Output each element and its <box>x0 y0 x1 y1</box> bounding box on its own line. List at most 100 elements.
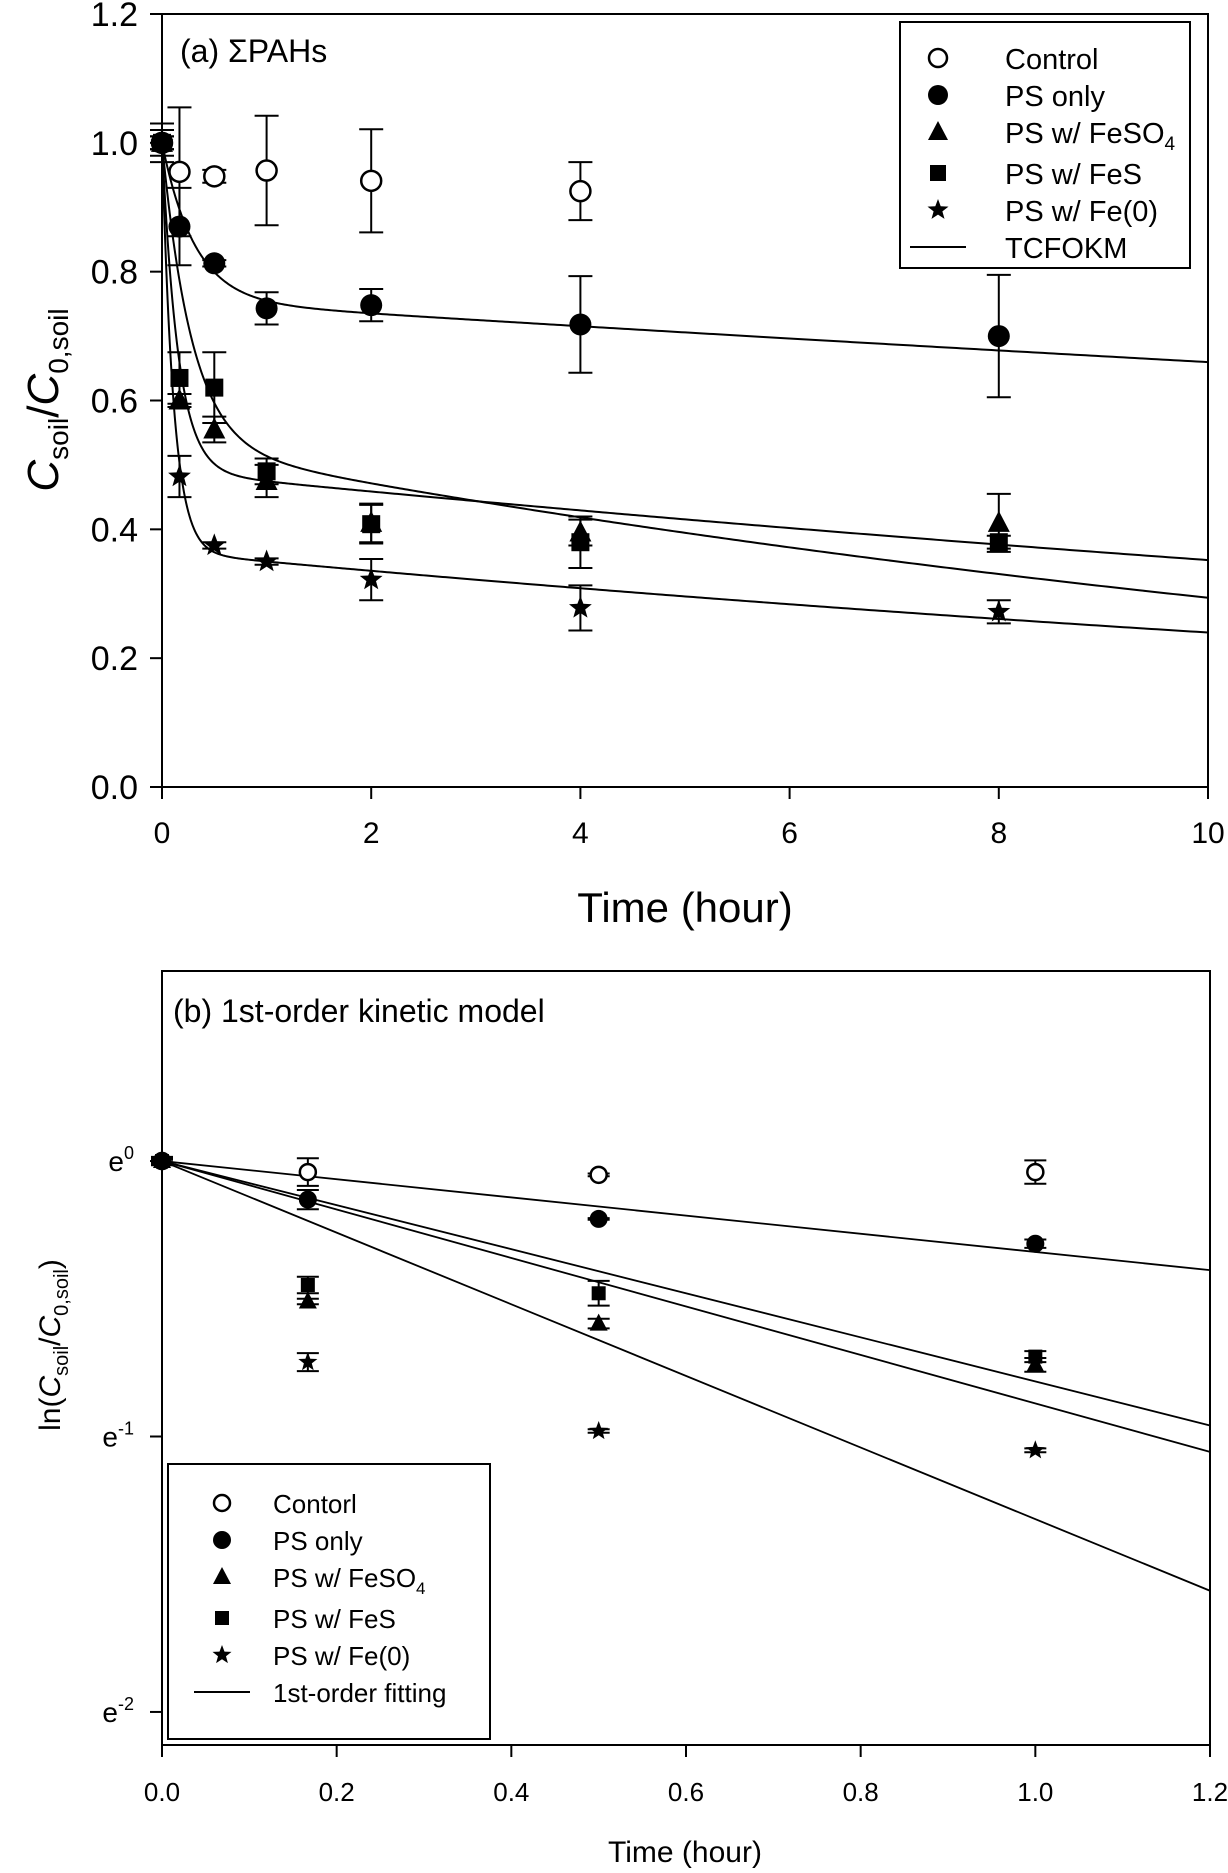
legend-marker-star <box>927 199 949 219</box>
legend-label: PS only <box>273 1526 363 1556</box>
series-ps-w-fe-0- <box>150 130 1011 632</box>
x-tick-label: 0.4 <box>493 1777 529 1807</box>
data-point <box>589 1209 608 1228</box>
tick-base: e <box>102 1697 118 1728</box>
series-ps-only <box>150 128 1011 399</box>
data-point <box>1026 1162 1045 1182</box>
data-point <box>170 368 189 387</box>
legend-marker-filled-circle <box>928 85 948 105</box>
y-tick-label: 0.0 <box>91 769 138 807</box>
data-point <box>360 294 383 317</box>
fit-lines <box>161 1160 1211 1592</box>
data-point <box>203 252 226 275</box>
y-axis-label: ln(Csoil/C0,soil) <box>34 1259 73 1431</box>
y-tick-label: 0.4 <box>91 511 138 549</box>
legend-box <box>899 21 1191 269</box>
data-point <box>298 1162 318 1182</box>
y-tick-label: e-2 <box>102 1694 134 1728</box>
x-tick-label: 1.0 <box>1017 1777 1053 1807</box>
legend-marker-open-circle <box>927 47 949 69</box>
data-point <box>202 533 226 556</box>
data-point <box>591 1286 606 1301</box>
legend-marker-square <box>215 1611 229 1625</box>
fit-line <box>161 1160 1211 1592</box>
tick-exponent: -1 <box>118 1419 134 1439</box>
legend-marker-square <box>930 165 946 181</box>
fit-line <box>161 1160 1211 1453</box>
x-axis-label: Time (hour) <box>608 1836 762 1869</box>
legend: Control PS only PS w/ FeSO4 PS w/ FeS PS w/ … <box>899 21 1191 269</box>
data-points <box>151 1151 1047 1459</box>
x-tick-label: 0 <box>154 817 171 850</box>
axis-ticks <box>150 1160 1211 1757</box>
data-point <box>569 179 592 203</box>
data-point <box>571 533 590 552</box>
x-tick-label: 0.6 <box>668 1777 704 1807</box>
data-point <box>1025 1440 1045 1459</box>
data-point <box>150 130 174 153</box>
x-tick-label: 6 <box>781 817 798 850</box>
chart-title: (a) ΣPAHs <box>180 33 327 69</box>
tick-base: e <box>108 1146 124 1177</box>
y-tick-label: 1.0 <box>91 125 138 163</box>
legend-label: PS w/ FeSO4 <box>273 1563 426 1598</box>
data-point <box>362 515 381 534</box>
data-point <box>1028 1349 1043 1364</box>
fit-curve <box>161 142 1209 599</box>
series-ps-w-fes <box>150 133 1011 569</box>
data-point <box>300 1278 315 1293</box>
data-point <box>203 417 226 439</box>
series-control <box>150 106 593 238</box>
legend-subscript: 4 <box>1165 134 1176 155</box>
fit-line <box>161 1160 1211 1427</box>
data-point <box>168 215 191 238</box>
data-point <box>255 297 278 320</box>
data-point <box>257 462 276 481</box>
x-tick-label: 0.8 <box>843 1777 879 1807</box>
legend-label: PS w/ Fe(0) <box>1005 196 1158 228</box>
x-tick-label: 4 <box>572 817 589 850</box>
legend-label: PS w/ FeSO4 <box>1005 118 1176 155</box>
tick-labels: 0 2 4 6 8 10 0.0 0.2 0.4 0.6 0.8 1.0 1.2 <box>91 0 1225 850</box>
legend-label: Control <box>1005 44 1099 76</box>
legend-label: PS w/ Fe(0) <box>273 1641 410 1671</box>
x-axis-label: Time (hour) <box>577 884 792 931</box>
data-point <box>569 313 592 336</box>
data-point <box>359 567 383 590</box>
legend-subscript: 4 <box>416 1579 425 1598</box>
legend-marker-star <box>212 1645 232 1664</box>
data-point <box>168 464 191 487</box>
x-tick-label: 1.2 <box>1192 1777 1228 1807</box>
legend-marker-triangle <box>928 121 948 140</box>
data-point <box>1026 1234 1045 1253</box>
data-point <box>987 510 1010 532</box>
data-point <box>255 549 278 572</box>
legend-label: PS only <box>1005 81 1105 113</box>
series-ps-w-fe-0- <box>151 1151 1047 1459</box>
data-points <box>150 106 1011 632</box>
data-point <box>589 1165 608 1185</box>
data-point <box>152 1151 172 1170</box>
legend-marker-triangle <box>213 1567 231 1584</box>
legend-label: PS w/ FeS <box>273 1604 396 1634</box>
legend-marker-filled-circle <box>213 1531 231 1549</box>
data-point <box>205 378 224 397</box>
tick-base: e <box>102 1422 118 1453</box>
data-point <box>987 599 1011 622</box>
x-tick-label: 10 <box>1191 817 1224 850</box>
tick-exponent: -2 <box>118 1694 134 1714</box>
legend: Contorl PS only PS w/ FeSO4 PS w/ FeS PS w/ … <box>167 1463 491 1740</box>
x-tick-label: 2 <box>363 817 380 850</box>
series-ps-w-feso4 <box>151 1151 1047 1373</box>
data-point <box>569 595 592 618</box>
data-point <box>168 160 191 184</box>
y-tick-label: 0.6 <box>91 383 138 421</box>
data-point <box>255 159 278 182</box>
data-point <box>298 1291 317 1309</box>
x-tick-label: 0.2 <box>319 1777 355 1807</box>
data-point <box>589 1313 608 1331</box>
tick-exponent: 0 <box>124 1143 134 1163</box>
data-point <box>589 1421 609 1440</box>
